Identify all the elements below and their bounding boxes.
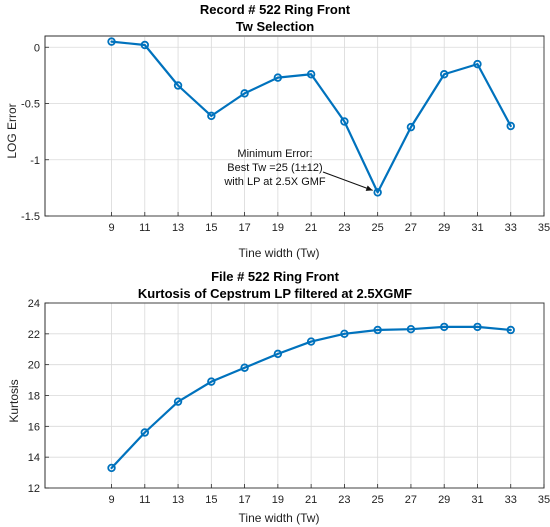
x-tick-label: 31 (471, 222, 483, 234)
plot-area (44, 35, 545, 217)
data-point (306, 70, 316, 79)
data-point (340, 117, 349, 126)
data-point (473, 59, 482, 69)
x-tick-label: 33 (505, 494, 517, 506)
y-tick-label: 22 (28, 329, 40, 341)
data-point (173, 81, 183, 90)
y-tick-label: 0 (34, 42, 40, 54)
y-tick-label: 16 (28, 421, 40, 433)
x-tick-label: 29 (438, 222, 450, 234)
y-tick-label: 20 (28, 360, 40, 372)
data-point (373, 188, 382, 197)
x-tick-label: 27 (405, 494, 417, 506)
y-tick-label: 24 (28, 298, 40, 310)
x-tick-label: 13 (172, 222, 184, 234)
annotation-line: with LP at 2.5X GMF (223, 176, 326, 188)
data-point (273, 349, 283, 359)
y-tick-label: 14 (28, 452, 40, 464)
x-tick-label: 17 (238, 494, 250, 506)
y-tick-label: -0.5 (21, 99, 40, 111)
x-tick-label: 21 (305, 222, 317, 234)
chart-subtitle: Tw Selection (236, 19, 315, 34)
chart-title: File # 522 Ring Front (211, 269, 340, 284)
data-point (107, 463, 116, 473)
x-tick-label: 13 (172, 494, 184, 506)
data-point (140, 40, 149, 50)
x-tick-label: 23 (338, 494, 350, 506)
y-tick-label: 12 (28, 483, 40, 495)
x-axis-label: Tine width (Tw) (239, 511, 320, 525)
x-tick-label: 25 (372, 494, 384, 506)
x-axis-label: Tine width (Tw) (239, 246, 320, 260)
x-tick-label: 11 (139, 222, 150, 234)
log-error-plot: Record # 522 Ring Front Tw Selection Tin… (5, 2, 550, 260)
data-point (440, 322, 449, 332)
annotation-line: Minimum Error: (237, 148, 312, 160)
x-tick-label: 31 (471, 494, 483, 506)
x-tick-label: 27 (405, 222, 417, 234)
x-tick-label: 29 (438, 494, 450, 506)
x-tick-label: 9 (108, 494, 114, 506)
data-point (506, 325, 515, 335)
x-tick-label: 21 (305, 494, 317, 506)
data-point (273, 73, 283, 82)
x-tick-label: 17 (238, 222, 250, 234)
data-point (340, 329, 349, 339)
x-tick-label: 23 (338, 222, 350, 234)
data-point (240, 89, 249, 98)
x-tick-label: 19 (272, 494, 284, 506)
x-tick-label: 9 (108, 222, 114, 234)
data-point (306, 337, 316, 346)
data-point (440, 70, 449, 79)
data-point (107, 37, 116, 46)
series-line (110, 325, 512, 470)
data-point (373, 325, 382, 335)
x-tick-label: 25 (372, 222, 384, 234)
y-axis-label: LOG Error (5, 103, 19, 158)
x-tick-label: 19 (272, 222, 284, 234)
x-tick-label: 15 (205, 494, 217, 506)
y-axis-label: Kurtosis (7, 379, 21, 422)
data-point (240, 363, 249, 372)
kurtosis-plot: File # 522 Ring Front Kurtosis of Cepstr… (7, 269, 550, 525)
data-point (406, 122, 416, 132)
x-tick-label: 35 (538, 494, 550, 506)
plot-frame (44, 35, 545, 217)
data-point (473, 322, 482, 332)
chart-subtitle: Kurtosis of Cepstrum LP filtered at 2.5X… (138, 286, 412, 301)
y-tick-label: 18 (28, 391, 40, 403)
x-tick-label: 33 (505, 222, 517, 234)
chart-title: Record # 522 Ring Front (200, 2, 351, 17)
data-point (406, 325, 416, 334)
data-point (207, 111, 216, 121)
data-point (173, 397, 183, 406)
data-point (506, 121, 515, 131)
annotation-arrowhead (365, 185, 373, 191)
data-point (140, 428, 149, 437)
y-tick-label: -1.5 (21, 211, 40, 223)
x-tick-label: 35 (538, 222, 550, 234)
x-tick-label: 11 (139, 494, 150, 506)
x-tick-label: 15 (205, 222, 217, 234)
annotation-line: Best Tw =25 (1±12) (227, 162, 322, 174)
y-tick-label: -1 (30, 155, 40, 167)
data-point (207, 377, 216, 386)
series-line (110, 40, 512, 194)
annotation-arrow (322, 171, 373, 191)
